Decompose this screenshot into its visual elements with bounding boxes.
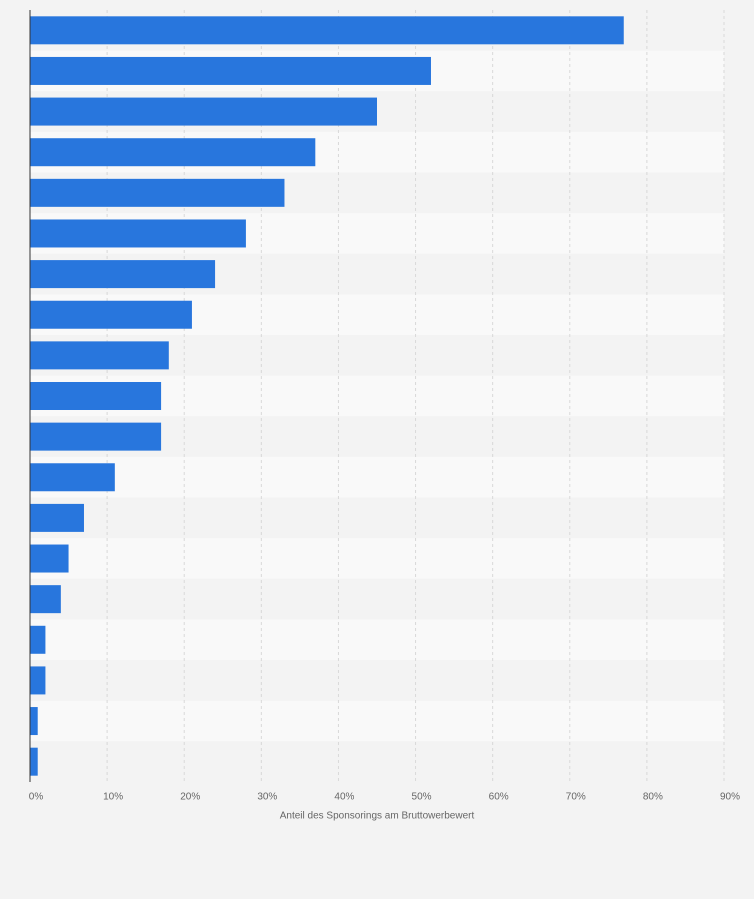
- bar: [30, 707, 38, 736]
- bar: [30, 382, 162, 410]
- bar: [30, 503, 84, 532]
- x-tick-label: 0%: [29, 792, 44, 803]
- x-tick-label: 20%: [180, 792, 200, 803]
- row-band: [30, 578, 724, 620]
- x-tick-label: 70%: [566, 792, 586, 803]
- bar: [30, 178, 285, 207]
- bar: [30, 544, 69, 573]
- row-band: [30, 741, 724, 782]
- bar: [30, 625, 46, 654]
- row-band: [30, 538, 724, 579]
- x-tick-label: 80%: [643, 792, 663, 803]
- bar: [30, 138, 316, 167]
- x-tick-label: 10%: [103, 792, 123, 803]
- bar: [30, 341, 169, 370]
- row-band: [30, 497, 724, 539]
- x-tick-label: 50%: [412, 792, 432, 803]
- bar: [30, 16, 624, 45]
- row-band: [30, 456, 724, 498]
- x-tick-label: 60%: [489, 792, 509, 803]
- bar: [30, 56, 431, 85]
- x-tick-label: 90%: [720, 792, 740, 803]
- row-band: [30, 619, 724, 661]
- bar: [30, 97, 377, 126]
- row-band: [30, 660, 724, 701]
- x-axis-label: Anteil des Sponsorings am Bruttowerbewer…: [280, 811, 475, 822]
- x-tick-label: 40%: [334, 792, 354, 803]
- x-tick-label: 30%: [257, 792, 277, 803]
- bar: [30, 585, 61, 614]
- bar: [30, 666, 46, 695]
- bar: [30, 422, 162, 451]
- bar: [30, 219, 246, 248]
- bar: [30, 747, 38, 776]
- bar: [30, 260, 216, 289]
- bar: [30, 463, 115, 492]
- row-band: [30, 700, 724, 742]
- bar: [30, 300, 192, 329]
